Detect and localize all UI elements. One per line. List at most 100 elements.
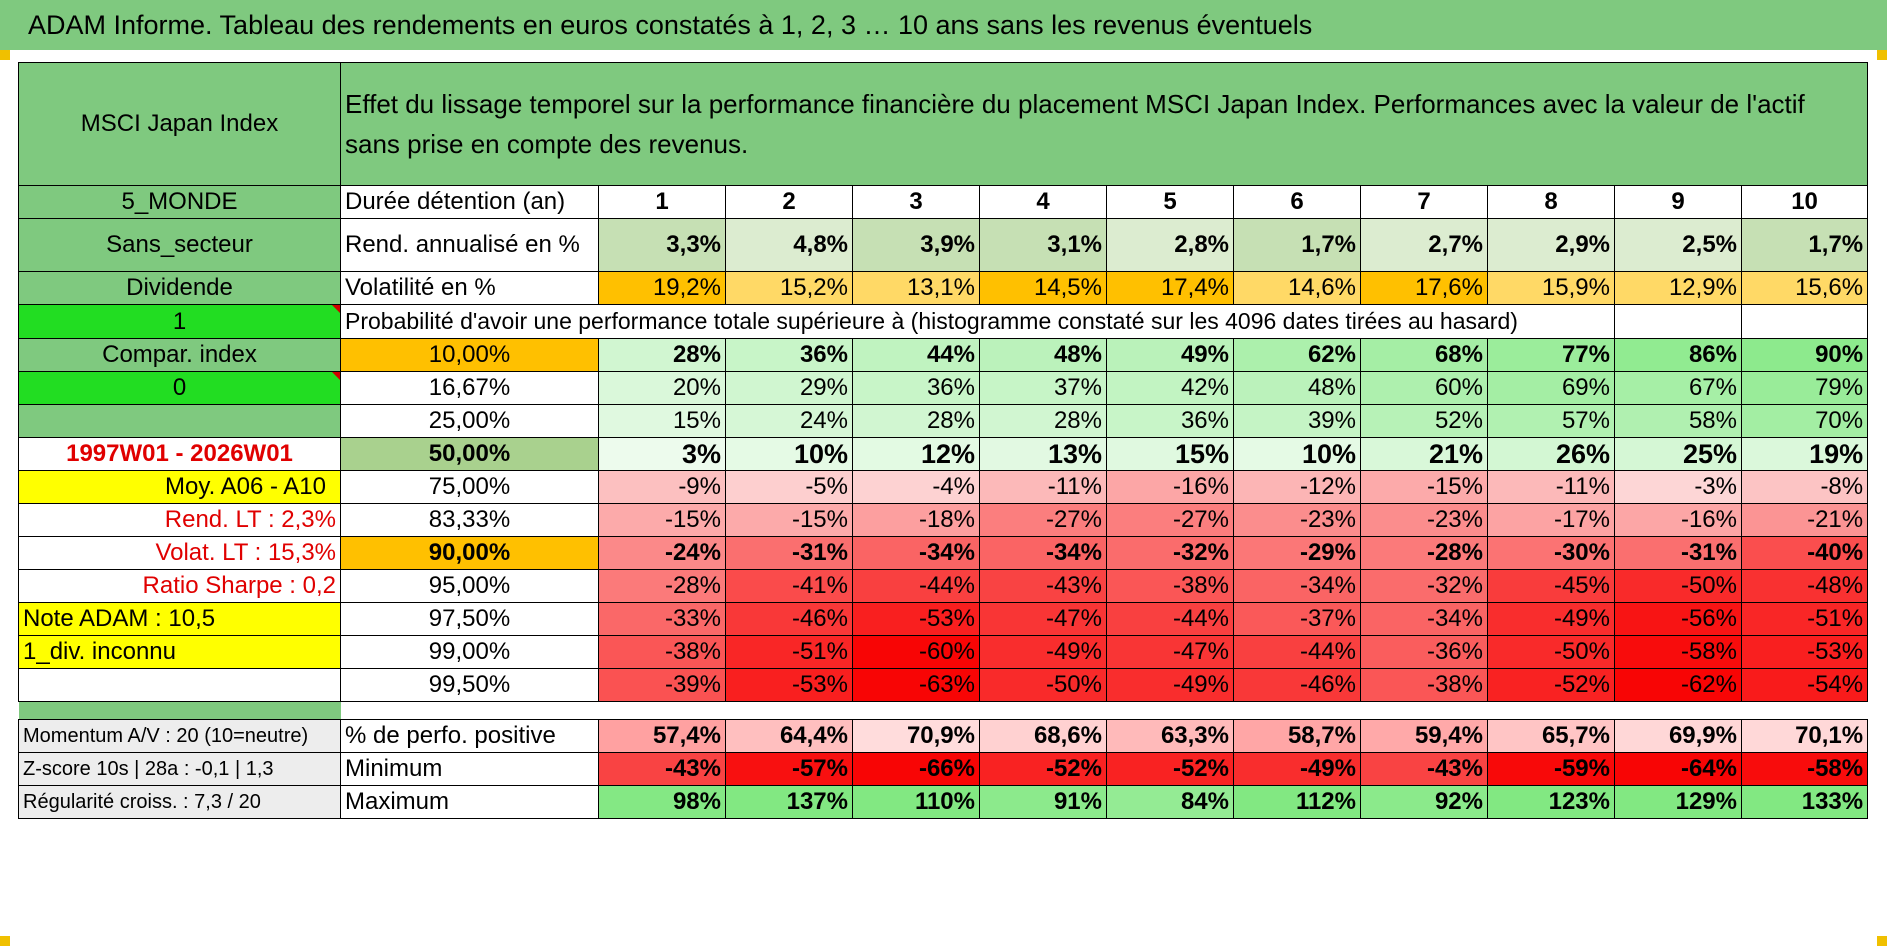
quantile-label[interactable]: 95,00% [340, 569, 599, 603]
probability-value[interactable]: -16% [1614, 503, 1742, 537]
side-info-cell[interactable] [18, 404, 341, 438]
indicator-cell[interactable]: Momentum A/V : 20 (10=neutre) [18, 719, 341, 753]
probability-value[interactable]: -34% [1233, 569, 1361, 603]
region-cell[interactable]: 5_MONDE [18, 185, 341, 219]
probability-value[interactable]: -34% [1360, 602, 1488, 636]
summary-value[interactable]: -64% [1614, 752, 1742, 786]
selection-handle[interactable] [0, 50, 10, 60]
probability-value[interactable]: -15% [725, 503, 853, 537]
probability-value[interactable]: 25% [1614, 437, 1742, 471]
summary-value[interactable]: 133% [1740, 785, 1869, 819]
probability-value[interactable]: 28% [598, 338, 726, 372]
probability-value[interactable]: 68% [1360, 338, 1488, 372]
probability-value[interactable]: 20% [598, 371, 726, 405]
summary-value[interactable]: 98% [598, 785, 726, 819]
summary-value[interactable]: 57,4% [598, 719, 726, 753]
summary-value[interactable]: 65,7% [1487, 719, 1615, 753]
return-label[interactable]: Rend. annualisé en % [340, 218, 599, 272]
probability-value[interactable]: 69% [1487, 371, 1615, 405]
probability-value[interactable]: -62% [1614, 668, 1742, 702]
index-name-cell[interactable]: MSCI Japan Index [18, 62, 341, 186]
volatility-value[interactable]: 19,2% [598, 271, 726, 305]
probability-title[interactable]: Probabilité d'avoir une performance tota… [340, 304, 1615, 339]
probability-value[interactable]: 48% [979, 338, 1107, 372]
year-header[interactable]: 1 [598, 185, 726, 219]
probability-value[interactable]: 39% [1233, 404, 1361, 438]
summary-value[interactable]: 68,6% [979, 719, 1107, 753]
quantile-label[interactable]: 50,00% [340, 437, 599, 471]
volatility-value[interactable]: 15,2% [725, 271, 853, 305]
probability-value[interactable]: -44% [1233, 635, 1361, 669]
side-info-cell[interactable]: 1997W01 - 2026W01 [18, 437, 341, 471]
probability-value[interactable]: 70% [1740, 404, 1869, 438]
probability-value[interactable]: -29% [1233, 536, 1361, 570]
probability-value[interactable]: -36% [1360, 635, 1488, 669]
summary-value[interactable]: 112% [1233, 785, 1361, 819]
quantile-label[interactable]: 90,00% [340, 536, 599, 570]
year-header[interactable]: 10 [1740, 185, 1869, 219]
probability-value[interactable]: -46% [1233, 668, 1361, 702]
probability-value[interactable]: 28% [852, 404, 980, 438]
probability-value[interactable]: 24% [725, 404, 853, 438]
probability-value[interactable]: 62% [1233, 338, 1361, 372]
annual-return[interactable]: 3,1% [979, 218, 1107, 272]
empty-cell[interactable] [1614, 304, 1742, 339]
probability-value[interactable]: -34% [979, 536, 1107, 570]
side-info-cell[interactable]: Compar. index [18, 338, 341, 372]
probability-value[interactable]: -23% [1233, 503, 1361, 537]
probability-value[interactable]: -17% [1487, 503, 1615, 537]
probability-value[interactable]: -50% [1487, 635, 1615, 669]
volatility-label[interactable]: Volatilité en % [340, 271, 599, 305]
year-header[interactable]: 7 [1360, 185, 1488, 219]
probability-value[interactable]: 29% [725, 371, 853, 405]
side-info-cell[interactable]: 0 [18, 371, 341, 405]
probability-value[interactable]: -49% [1106, 668, 1234, 702]
probability-value[interactable]: -32% [1360, 569, 1488, 603]
annual-return[interactable]: 4,8% [725, 218, 853, 272]
probability-value[interactable]: -56% [1614, 602, 1742, 636]
probability-value[interactable]: 15% [1106, 437, 1234, 471]
probability-value[interactable]: -23% [1360, 503, 1488, 537]
volatility-value[interactable]: 14,6% [1233, 271, 1361, 305]
probability-value[interactable]: -15% [598, 503, 726, 537]
probability-value[interactable]: -34% [852, 536, 980, 570]
summary-value[interactable]: -58% [1740, 752, 1869, 786]
quantile-label[interactable]: 97,50% [340, 602, 599, 636]
probability-value[interactable]: -37% [1233, 602, 1361, 636]
summary-value[interactable]: 59,4% [1360, 719, 1488, 753]
summary-value[interactable]: -52% [1106, 752, 1234, 786]
volatility-value[interactable]: 17,6% [1360, 271, 1488, 305]
probability-value[interactable]: -15% [1360, 470, 1488, 504]
side-info-cell[interactable] [18, 668, 341, 702]
year-header[interactable]: 5 [1106, 185, 1234, 219]
probability-value[interactable]: 28% [979, 404, 1107, 438]
probability-value[interactable]: -11% [979, 470, 1107, 504]
probability-value[interactable]: 42% [1106, 371, 1234, 405]
probability-value[interactable]: 36% [725, 338, 853, 372]
probability-value[interactable]: 12% [852, 437, 980, 471]
probability-value[interactable]: -41% [725, 569, 853, 603]
probability-value[interactable]: 86% [1614, 338, 1742, 372]
probability-value[interactable]: -18% [852, 503, 980, 537]
summary-value[interactable]: 129% [1614, 785, 1742, 819]
probability-value[interactable]: -58% [1614, 635, 1742, 669]
probability-value[interactable]: 26% [1487, 437, 1615, 471]
probability-value[interactable]: -51% [1740, 602, 1869, 636]
side-info-cell[interactable]: Note ADAM : 10,5 [18, 602, 341, 636]
probability-value[interactable]: -63% [852, 668, 980, 702]
probability-value[interactable]: 79% [1740, 371, 1869, 405]
summary-value[interactable]: -59% [1487, 752, 1615, 786]
probability-value[interactable]: -49% [1487, 602, 1615, 636]
probability-value[interactable]: -50% [979, 668, 1107, 702]
probability-value[interactable]: 13% [979, 437, 1107, 471]
probability-value[interactable]: 90% [1740, 338, 1869, 372]
probability-value[interactable]: -52% [1487, 668, 1615, 702]
probability-value[interactable]: -8% [1740, 470, 1869, 504]
probability-value[interactable]: -53% [852, 602, 980, 636]
probability-value[interactable]: 52% [1360, 404, 1488, 438]
probability-value[interactable]: -43% [979, 569, 1107, 603]
volatility-value[interactable]: 13,1% [852, 271, 980, 305]
volatility-value[interactable]: 17,4% [1106, 271, 1234, 305]
side-info-cell[interactable]: Moy. A06 - A10 [18, 470, 341, 504]
year-header[interactable]: 3 [852, 185, 980, 219]
